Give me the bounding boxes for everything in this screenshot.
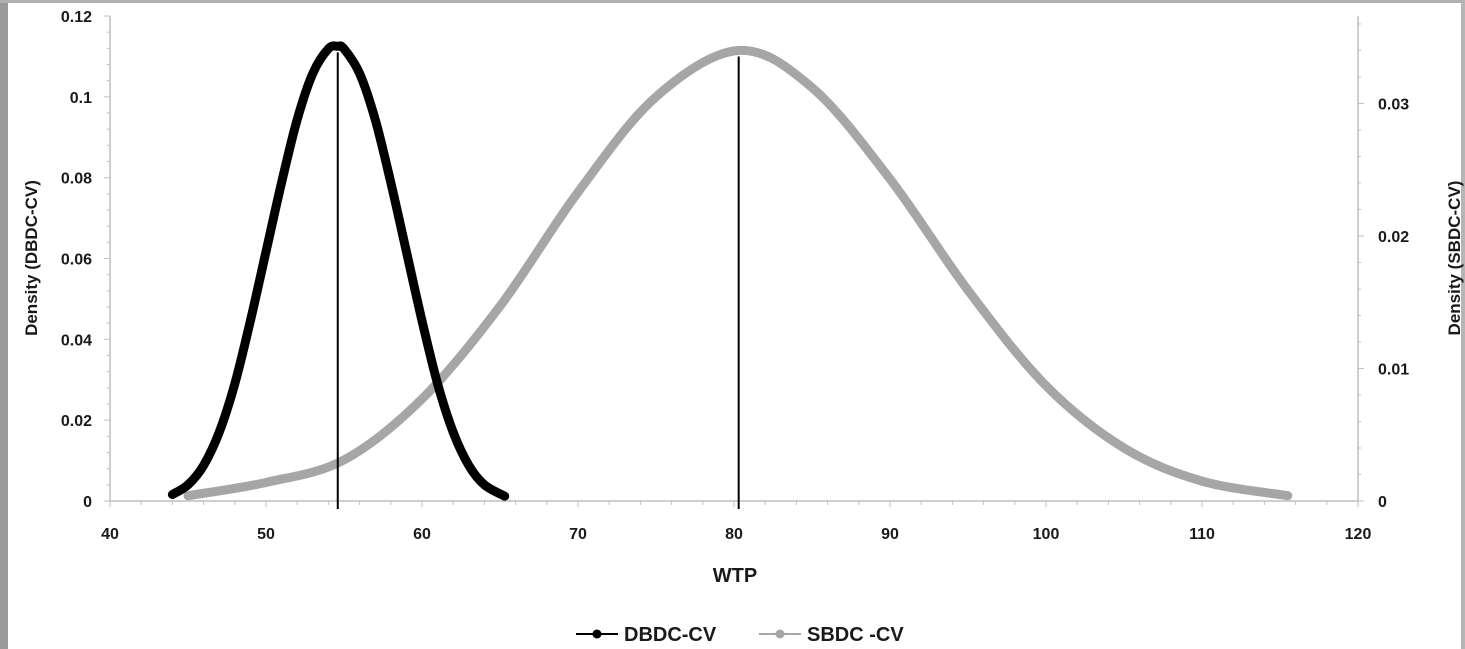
legend-marker-sbdc [775, 629, 785, 639]
legend-item-sbdc: SBDC -CV [759, 624, 904, 646]
series-layer [167, 41, 1293, 509]
x-tick-label: 70 [569, 526, 587, 543]
left-frame-edge [0, 0, 8, 649]
legend-item-dbdc: DBDC-CV [576, 624, 717, 646]
y-left-tick-label: 0.1 [70, 90, 92, 107]
y-right-tick-label: 0.03 [1378, 96, 1409, 113]
y-axis-left-title: Density (DBDC-CV) [22, 180, 41, 336]
y-left-tick-label: 0.08 [61, 171, 92, 188]
y-right-tick-label: 0.01 [1378, 361, 1409, 378]
series-line-sbdc [183, 45, 1293, 501]
x-tick-label: 100 [1033, 526, 1060, 543]
right-frame-edge [1461, 0, 1465, 649]
x-tick-label: 60 [413, 526, 431, 543]
y-right-tick-label: 0 [1378, 494, 1387, 511]
x-tick-label: 40 [101, 526, 119, 543]
y-left-tick-label: 0 [83, 494, 92, 511]
legend-label-sbdc: SBDC -CV [807, 624, 904, 646]
y-left-tick-label: 0.06 [61, 252, 92, 269]
x-tick-label: 80 [725, 526, 743, 543]
x-tick-label: 90 [881, 526, 899, 543]
top-frame-edge [0, 0, 1465, 3]
axes-layer: 40 50 60 70 80 90 100 110 120 0 0.02 0.04 0.06 0.08 0.… [61, 9, 1409, 543]
legend-label-dbdc: DBDC-CV [624, 624, 717, 646]
x-tick-label: 50 [257, 526, 275, 543]
series-line-dbdc [167, 41, 510, 501]
legend: DBDC-CV SBDC -CV [576, 624, 904, 646]
x-tick-label: 120 [1345, 526, 1372, 543]
legend-marker-dbdc [592, 629, 602, 639]
x-axis-title: WTP [713, 565, 757, 587]
y-axis-right-title: Density (SBDC-CV) [1445, 181, 1464, 336]
y-left-tick-label: 0.04 [61, 332, 92, 349]
x-tick-label: 110 [1189, 526, 1215, 543]
y-right-tick-label: 0.02 [1378, 229, 1409, 246]
y-left-tick-label: 0.12 [61, 9, 92, 26]
y-left-tick-label: 0.02 [61, 413, 92, 430]
